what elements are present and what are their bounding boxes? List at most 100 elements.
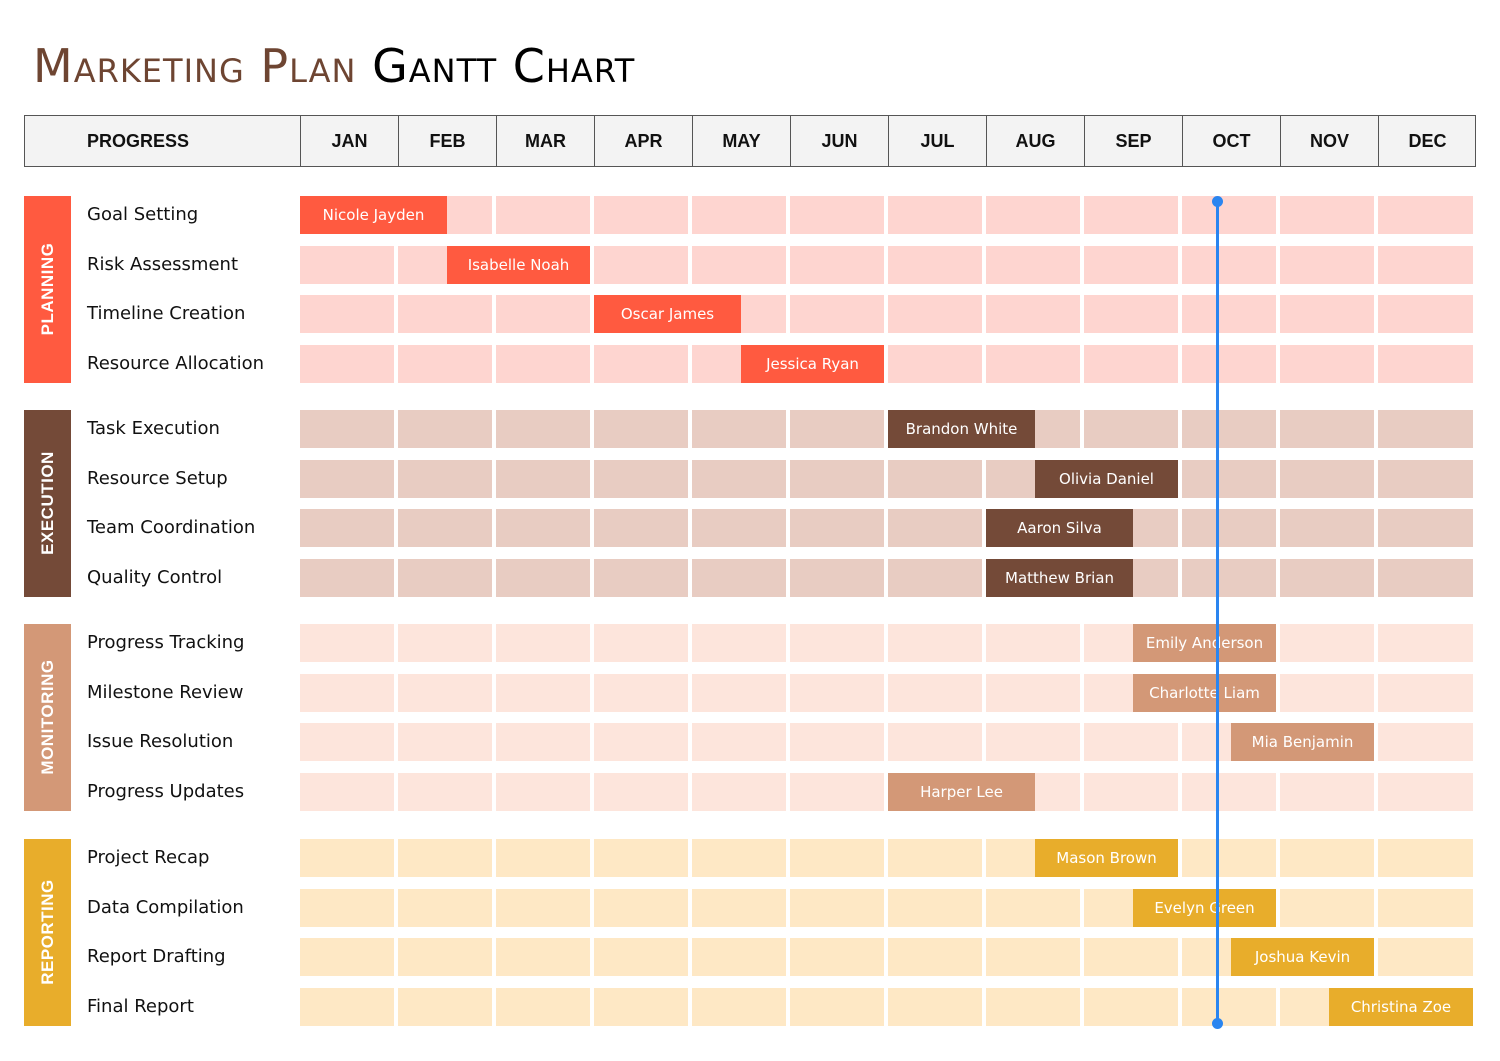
timeline-cell	[496, 559, 590, 597]
timeline-cell	[594, 246, 688, 284]
timeline-cell	[1378, 674, 1473, 712]
timeline-cell	[1084, 410, 1178, 448]
timeline-cell	[496, 889, 590, 927]
timeline-cell	[790, 246, 884, 284]
task-bar[interactable]: Olivia Daniel	[1035, 460, 1178, 498]
task-bar[interactable]: Christina Zoe	[1329, 988, 1473, 1026]
task-bar[interactable]: Emily Anderson	[1133, 624, 1276, 662]
timeline-cell	[1182, 410, 1276, 448]
task-bar[interactable]: Isabelle Noah	[447, 246, 590, 284]
timeline-cell	[594, 624, 688, 662]
timeline-cell	[692, 559, 786, 597]
timeline-cell	[496, 624, 590, 662]
timeline-cell	[300, 938, 394, 976]
timeline-cell	[496, 345, 590, 383]
timeline-cell	[398, 723, 492, 761]
timeline-cell	[888, 345, 982, 383]
section-bar-monitoring: MONITORING	[24, 624, 71, 811]
section-label: PLANNING	[37, 242, 57, 336]
timeline-cell	[594, 460, 688, 498]
timeline-cell	[1084, 196, 1178, 234]
task-bar[interactable]: Brandon White	[888, 410, 1035, 448]
timeline-cell	[594, 345, 688, 383]
timeline-cell	[692, 938, 786, 976]
timeline-cell	[1084, 723, 1178, 761]
timeline-cell	[986, 889, 1080, 927]
timeline-cell	[1280, 839, 1374, 877]
timeline-cell	[1378, 839, 1473, 877]
timeline-cell	[398, 295, 492, 333]
task-bar[interactable]: Harper Lee	[888, 773, 1035, 811]
task-bar[interactable]: Charlotte Liam	[1133, 674, 1276, 712]
timeline-cell	[888, 624, 982, 662]
timeline-cell	[594, 839, 688, 877]
timeline-cell	[692, 410, 786, 448]
task-bar[interactable]: Jessica Ryan	[741, 345, 884, 383]
timeline-cell	[1280, 674, 1374, 712]
task-label: Project Recap	[87, 847, 210, 868]
timeline-cell	[398, 674, 492, 712]
task-label: Final Report	[87, 996, 194, 1017]
timeline-cell	[594, 988, 688, 1026]
timeline-cell	[300, 723, 394, 761]
task-bar[interactable]: Oscar James	[594, 295, 741, 333]
timeline-cell	[1182, 559, 1276, 597]
title-part-1: Marketing Plan	[33, 39, 357, 93]
timeline-cell	[300, 246, 394, 284]
task-bar[interactable]: Matthew Brian	[986, 559, 1133, 597]
timeline-cell	[398, 773, 492, 811]
timeline-cell	[1084, 938, 1178, 976]
task-bar[interactable]: Mason Brown	[1035, 839, 1178, 877]
timeline-cell	[790, 988, 884, 1026]
task-label: Report Drafting	[87, 946, 226, 967]
task-bar[interactable]: Joshua Kevin	[1231, 938, 1374, 976]
timeline-cell	[888, 509, 982, 547]
task-bar[interactable]: Evelyn Green	[1133, 889, 1276, 927]
task-bar[interactable]: Nicole Jayden	[300, 196, 447, 234]
task-bar[interactable]: Aaron Silva	[986, 509, 1133, 547]
timeline-cell	[692, 624, 786, 662]
timeline-cell	[594, 509, 688, 547]
timeline-cell	[888, 460, 982, 498]
timeline-cell	[594, 889, 688, 927]
timeline-cell	[594, 196, 688, 234]
timeline-cell	[300, 559, 394, 597]
timeline-cell	[594, 723, 688, 761]
timeline-cell	[790, 509, 884, 547]
timeline-cell	[888, 988, 982, 1026]
timeline-cell	[1182, 839, 1276, 877]
timeline-cell	[1378, 345, 1473, 383]
timeline-cell	[398, 559, 492, 597]
month-header-apr: APR	[594, 116, 692, 166]
timeline-cell	[692, 246, 786, 284]
timeline-cell	[888, 295, 982, 333]
timeline-cell	[398, 938, 492, 976]
task-bar[interactable]: Mia Benjamin	[1231, 723, 1374, 761]
timeline-cell	[1084, 246, 1178, 284]
timeline-cell	[1182, 196, 1276, 234]
timeline-cell	[496, 938, 590, 976]
timeline-cell	[790, 674, 884, 712]
timeline-cell	[1280, 889, 1374, 927]
task-label: Progress Updates	[87, 781, 245, 802]
month-header-jan: JAN	[300, 116, 398, 166]
section-bar-execution: EXECUTION	[24, 410, 71, 597]
timeline-cell	[1280, 773, 1374, 811]
timeline-cell	[398, 889, 492, 927]
timeline-cell	[1378, 938, 1473, 976]
task-label: Team Coordination	[87, 517, 256, 538]
timeline-cell	[496, 460, 590, 498]
timeline-cell	[398, 410, 492, 448]
month-header-dec: DEC	[1378, 116, 1476, 166]
month-header-sep: SEP	[1084, 116, 1182, 166]
timeline-cell	[986, 196, 1080, 234]
timeline-cell	[496, 196, 590, 234]
month-header-feb: FEB	[398, 116, 496, 166]
timeline-cell	[1182, 345, 1276, 383]
timeline-cell	[300, 773, 394, 811]
timeline-cell	[888, 889, 982, 927]
timeline-cell	[692, 196, 786, 234]
timeline-cell	[398, 839, 492, 877]
timeline-cell	[496, 723, 590, 761]
timeline-cell	[790, 839, 884, 877]
